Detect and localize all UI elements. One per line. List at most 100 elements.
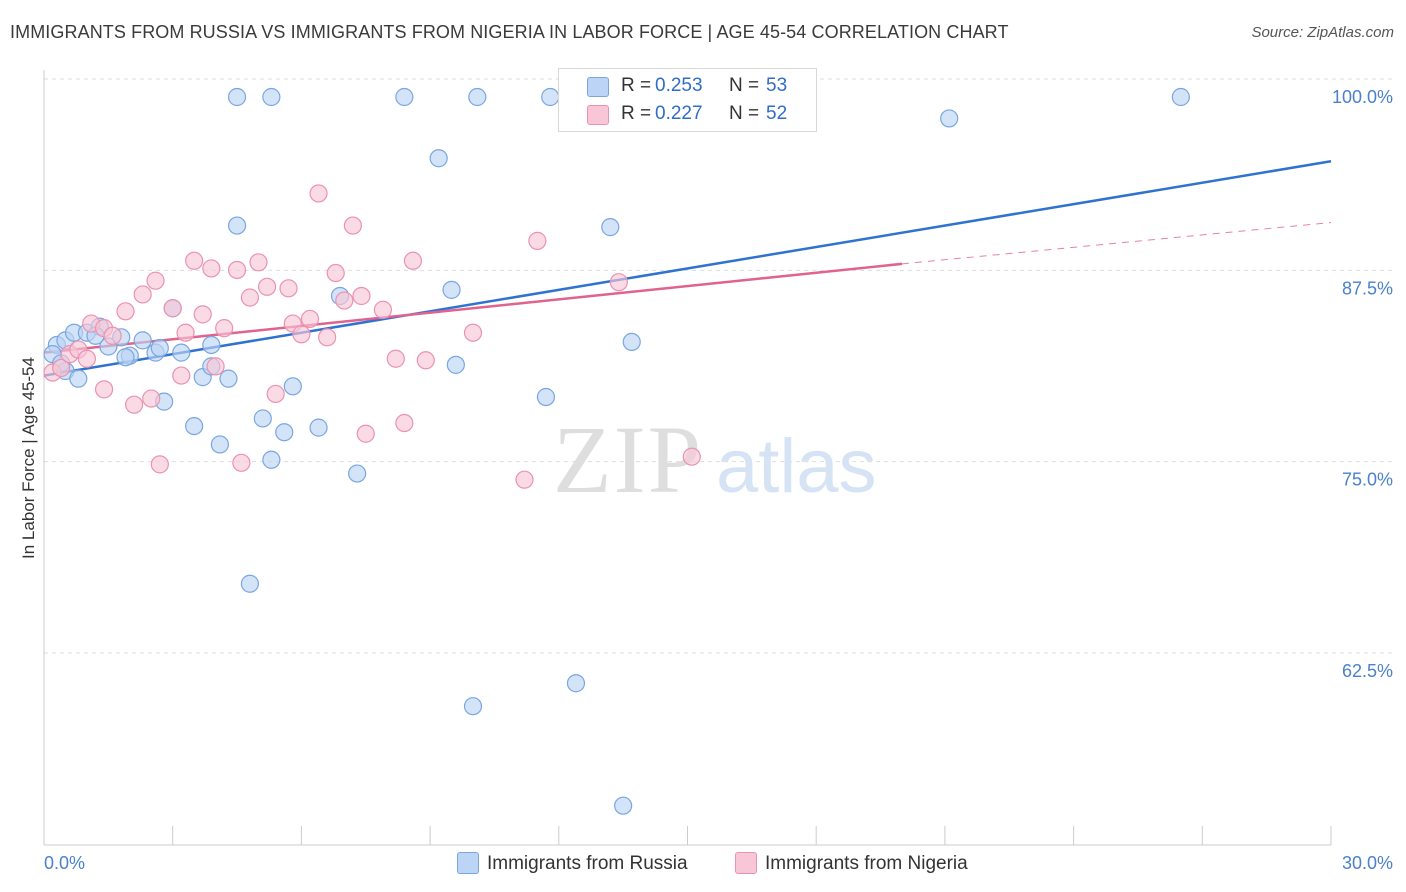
point-russia <box>219 369 238 388</box>
point-russia <box>622 332 641 352</box>
point-nigeria <box>528 231 547 250</box>
point-russia <box>536 387 556 407</box>
point-nigeria <box>142 389 161 408</box>
point-nigeria <box>163 299 182 318</box>
point-nigeria <box>266 384 285 404</box>
point-russia <box>150 338 169 358</box>
point-nigeria <box>386 349 405 368</box>
point-russia <box>614 796 633 815</box>
point-russia <box>116 348 135 367</box>
point-russia <box>283 377 302 396</box>
point-nigeria <box>103 326 122 345</box>
x-tick-label-max: 30.0% <box>1342 853 1393 873</box>
point-nigeria <box>609 273 628 292</box>
y-tick-label: 75.0% <box>1342 470 1393 490</box>
point-nigeria <box>257 277 277 296</box>
point-russia <box>202 335 221 355</box>
point-russia <box>468 87 487 107</box>
watermark-zip: ZIP <box>553 406 703 513</box>
point-russia <box>172 343 191 362</box>
point-russia <box>601 218 620 237</box>
point-nigeria <box>232 453 251 472</box>
point-nigeria <box>300 309 320 329</box>
point-nigeria <box>133 285 152 304</box>
russia-r-label: R = <box>621 75 652 96</box>
point-nigeria <box>318 328 337 347</box>
point-nigeria <box>309 184 328 203</box>
y-tick-label: 87.5% <box>1342 278 1393 298</box>
point-russia <box>940 109 959 128</box>
point-nigeria <box>515 470 534 489</box>
point-nigeria <box>202 259 221 278</box>
point-russia <box>253 409 272 428</box>
point-nigeria <box>206 357 225 376</box>
legend-nigeria-label: Immigrants from Nigeria <box>765 853 968 874</box>
point-russia <box>185 416 204 436</box>
point-nigeria <box>335 291 354 310</box>
y-tick-labels: 62.5% 75.0% 87.5% 100.0% <box>1332 87 1393 681</box>
source-label: Source: ZipAtlas.com <box>1251 24 1394 41</box>
legend-russia-swatch <box>457 852 479 874</box>
point-nigeria <box>326 263 345 283</box>
point-nigeria <box>356 424 375 443</box>
russia-n-label: N = <box>729 75 760 96</box>
point-russia <box>1171 87 1190 107</box>
legend-nigeria-swatch <box>735 852 757 874</box>
watermark-atlas: atlas <box>716 424 877 509</box>
point-russia <box>262 450 281 469</box>
russia-n-value: 53 <box>766 75 788 96</box>
point-russia <box>442 280 461 299</box>
trendline-russia <box>43 160 1332 377</box>
gridlines <box>44 78 1393 654</box>
point-nigeria <box>146 271 165 290</box>
point-russia <box>446 355 465 374</box>
point-nigeria <box>52 358 71 378</box>
point-nigeria <box>292 325 311 344</box>
point-nigeria <box>249 253 268 272</box>
point-nigeria <box>185 251 204 270</box>
correlation-legend: R = 0.253 N = 53 R = 0.227 N = 52 <box>558 68 817 132</box>
nigeria-swatch <box>587 105 609 125</box>
nigeria-n-value: 52 <box>766 103 788 124</box>
x-ticks <box>43 826 1332 845</box>
point-nigeria <box>279 279 298 298</box>
point-nigeria <box>215 319 234 338</box>
chart-title: IMMIGRANTS FROM RUSSIA VS IMMIGRANTS FRO… <box>10 22 1009 42</box>
point-nigeria <box>172 366 191 385</box>
point-russia <box>463 697 483 716</box>
y-axis-title: In Labor Force | Age 45-54 <box>19 357 38 559</box>
point-nigeria <box>395 413 414 433</box>
point-russia <box>429 149 448 168</box>
point-russia <box>227 216 247 235</box>
y-tick-label: 62.5% <box>1342 661 1393 681</box>
point-russia <box>541 87 560 107</box>
nigeria-r-label: R = <box>621 103 652 124</box>
point-nigeria <box>94 380 114 399</box>
point-russia <box>262 87 281 107</box>
point-russia <box>566 674 586 693</box>
point-nigeria <box>373 300 393 319</box>
point-nigeria <box>193 305 212 324</box>
point-russia <box>309 418 328 437</box>
watermark: ZIP atlas <box>553 406 877 513</box>
point-russia <box>227 87 247 107</box>
point-russia <box>348 464 367 483</box>
legend-russia-label: Immigrants from Russia <box>487 853 688 874</box>
point-nigeria <box>343 216 362 235</box>
nigeria-r-value: 0.227 <box>655 103 703 124</box>
point-russia <box>133 331 152 350</box>
point-nigeria <box>176 323 195 342</box>
point-nigeria <box>240 288 260 307</box>
point-nigeria <box>227 260 247 280</box>
point-nigeria <box>352 286 371 306</box>
russia-r-value: 0.253 <box>655 75 703 96</box>
point-nigeria <box>682 447 701 466</box>
point-nigeria <box>116 302 135 321</box>
point-russia <box>275 423 294 442</box>
y-tick-label: 100.0% <box>1332 87 1393 107</box>
point-russia <box>210 435 229 454</box>
x-tick-label-min: 0.0% <box>44 853 85 873</box>
point-nigeria <box>124 395 144 414</box>
point-russia <box>69 369 88 388</box>
